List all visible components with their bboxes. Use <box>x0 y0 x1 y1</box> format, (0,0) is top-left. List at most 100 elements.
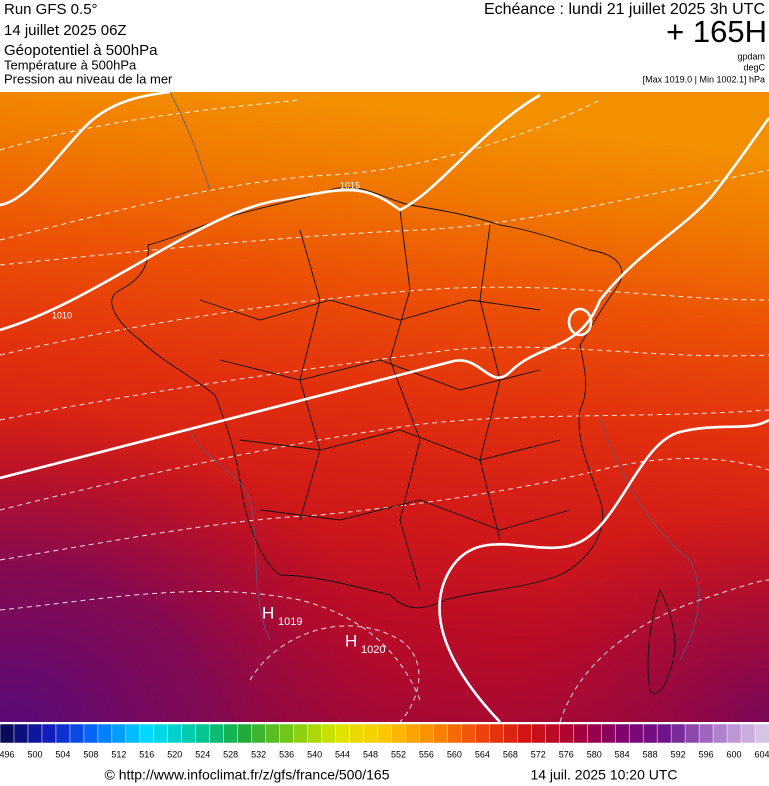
colorbar-label: 568 <box>503 749 518 759</box>
high-symbol: H <box>262 603 274 622</box>
colorbar-cell <box>279 723 295 744</box>
colorbar-cell <box>335 723 351 744</box>
timestamp: 14 juil. 2025 10:20 UTC <box>530 767 677 783</box>
unit-label: [Max 1019.0 | Min 1002.1] hPa <box>643 74 765 84</box>
colorbar-label: 552 <box>391 749 406 759</box>
colorbar-cell <box>475 723 491 744</box>
colorbar-label: 496 <box>0 749 15 759</box>
colorbar-cell <box>531 723 547 744</box>
colorbar-label: 504 <box>55 749 70 759</box>
colorbar-cell <box>517 723 533 744</box>
colorbar-label: 564 <box>475 749 490 759</box>
isobar-label: 1010 <box>52 310 72 320</box>
colorbar-cell <box>405 723 421 744</box>
high-symbol: H <box>345 631 357 650</box>
colorbar-cell <box>125 723 141 744</box>
colorbar-cell <box>265 723 281 744</box>
run-title: Run GFS 0.5° <box>4 1 98 18</box>
field-label: Pression au niveau de la mer <box>4 71 173 86</box>
colorbar-cell <box>489 723 505 744</box>
header: Run GFS 0.5° 14 juillet 2025 06Z Géopote… <box>4 1 767 86</box>
colorbar-cell <box>27 723 43 744</box>
colorbar: 496 500 504 508 512 516 520 524 528 532 536 540 544 5… <box>0 723 769 759</box>
colorbar-label: 572 <box>531 749 546 759</box>
colorbar-cell <box>55 723 71 744</box>
colorbar-cell <box>642 723 658 744</box>
colorbar-cell <box>195 723 211 744</box>
colorbar-cell <box>307 723 323 744</box>
colorbar-cell <box>97 723 113 744</box>
colorbar-cell <box>0 723 15 744</box>
isobar-label: 1015 <box>340 180 360 190</box>
colorbar-cell <box>419 723 435 744</box>
colorbar-label: 556 <box>419 749 434 759</box>
colorbar-label: 516 <box>139 749 154 759</box>
temperature-field <box>0 92 769 722</box>
map: 1015 1010 H 1019 H 1020 <box>0 90 769 723</box>
colorbar-cell <box>293 723 309 744</box>
colorbar-cell <box>363 723 379 744</box>
colorbar-label: 544 <box>335 749 350 759</box>
colorbar-label: 532 <box>251 749 266 759</box>
map-labels: 1015 1010 H 1019 H 1020 <box>52 180 385 656</box>
colorbar-cell <box>614 723 630 744</box>
colorbar-label: 548 <box>363 749 378 759</box>
colorbar-cell <box>573 723 588 744</box>
colorbar-cell <box>600 723 616 744</box>
high-value: 1020 <box>361 644 385 656</box>
colorbar-cell <box>447 723 463 744</box>
footer: © http://www.infoclimat.fr/z/gfs/france/… <box>105 767 678 783</box>
colorbar-cell <box>167 723 183 744</box>
colorbar-label: 604 <box>754 749 769 759</box>
field-label: Géopotentiel à 500hPa <box>4 42 158 59</box>
colorbar-label: 528 <box>223 749 238 759</box>
colorbar-cell <box>69 723 85 744</box>
colorbar-cell <box>586 723 602 744</box>
colorbar-cell <box>237 723 253 744</box>
colorbar-cell <box>41 723 57 744</box>
colorbar-cell <box>153 723 169 744</box>
colorbar-cell <box>628 723 644 744</box>
colorbar-cell <box>251 723 267 744</box>
colorbar-cell <box>670 723 686 744</box>
colorbar-cell <box>698 723 714 744</box>
colorbar-label: 536 <box>279 749 294 759</box>
unit-label: gpdam <box>737 51 765 61</box>
colorbar-label: 580 <box>587 749 602 759</box>
colorbar-cell <box>684 723 700 744</box>
field-label: Température à 500hPa <box>4 57 137 72</box>
source-link: © http://www.infoclimat.fr/z/gfs/france/… <box>105 767 390 783</box>
colorbar-cell <box>111 723 127 744</box>
colorbar-label: 540 <box>307 749 322 759</box>
colorbar-cell <box>503 723 519 744</box>
colorbar-label: 588 <box>643 749 658 759</box>
isobars <box>0 90 769 723</box>
colorbar-cell <box>83 723 99 744</box>
colorbar-cell <box>223 723 239 744</box>
isotherms <box>0 99 769 723</box>
colorbar-cell <box>377 723 393 744</box>
high-value: 1019 <box>278 616 302 628</box>
colorbar-label: 600 <box>727 749 742 759</box>
colorbar-label: 584 <box>615 749 630 759</box>
unit-label: degC <box>743 62 765 72</box>
colorbar-label: 512 <box>111 749 126 759</box>
colorbar-cell <box>139 723 155 744</box>
run-date: 14 juillet 2025 06Z <box>4 22 127 39</box>
colorbar-cell <box>13 723 29 744</box>
colorbar-cell <box>433 723 449 744</box>
colorbar-cell <box>181 723 197 744</box>
colorbar-label: 576 <box>559 749 574 759</box>
colorbar-cell <box>726 723 742 744</box>
colorbar-label: 520 <box>167 749 182 759</box>
colorbar-cell <box>754 723 769 744</box>
colorbar-cell <box>209 723 225 744</box>
colorbar-cell <box>545 723 561 744</box>
colorbar-label: 500 <box>27 749 42 759</box>
colorbar-label: 524 <box>195 749 210 759</box>
colorbar-cell <box>740 723 756 744</box>
borders <box>111 91 699 695</box>
colorbar-cell <box>559 723 575 744</box>
